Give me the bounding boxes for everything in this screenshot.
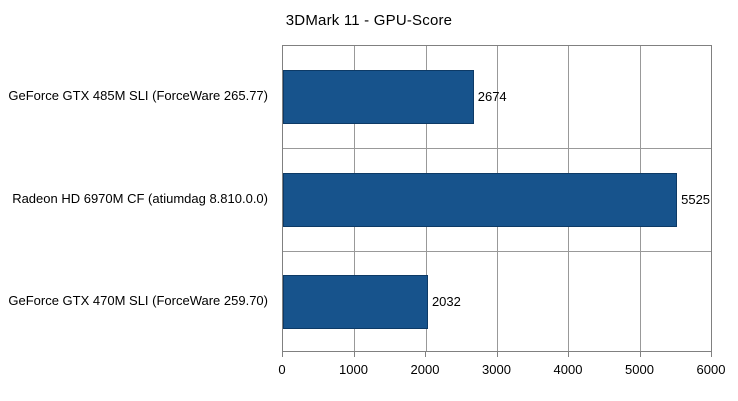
tick-mark <box>353 352 355 357</box>
x-tick-label: 2000 <box>410 362 440 377</box>
bar-value-label: 2674 <box>477 89 507 105</box>
x-tick-label: 0 <box>278 362 286 377</box>
x-tick-label: 5000 <box>625 362 654 377</box>
category-label: GeForce GTX 470M SLI (ForceWare 259.70) <box>8 292 268 308</box>
plot-area: 2674 5525 2032 <box>282 45 712 352</box>
category-label: Radeon HD 6970M CF (atiumdag 8.810.0.0) <box>12 190 268 206</box>
tick-mark <box>496 352 498 357</box>
row-separator <box>283 148 711 150</box>
bar <box>283 274 428 329</box>
tick-mark <box>568 352 569 357</box>
x-tick-label: 4000 <box>553 362 583 377</box>
bar <box>283 172 678 227</box>
tick-mark <box>282 352 283 357</box>
tick-mark <box>711 352 712 357</box>
x-tick-label: 3000 <box>482 362 511 377</box>
chart-title: 3DMark 11 - GPU-Score <box>285 12 453 29</box>
x-tick-label: 1000 <box>339 362 368 377</box>
bar <box>283 70 474 125</box>
bar-value-label: 5525 <box>681 191 711 207</box>
bar-value-label: 2032 <box>431 293 461 309</box>
category-label: GeForce GTX 485M SLI (ForceWare 265.77) <box>8 88 268 104</box>
tick-mark <box>425 352 426 357</box>
category-labels: GeForce GTX 485M SLI (ForceWare 265.77) R… <box>0 45 274 352</box>
row-separator <box>283 250 711 252</box>
tick-mark <box>639 352 641 357</box>
x-tick-label: 6000 <box>696 362 726 377</box>
